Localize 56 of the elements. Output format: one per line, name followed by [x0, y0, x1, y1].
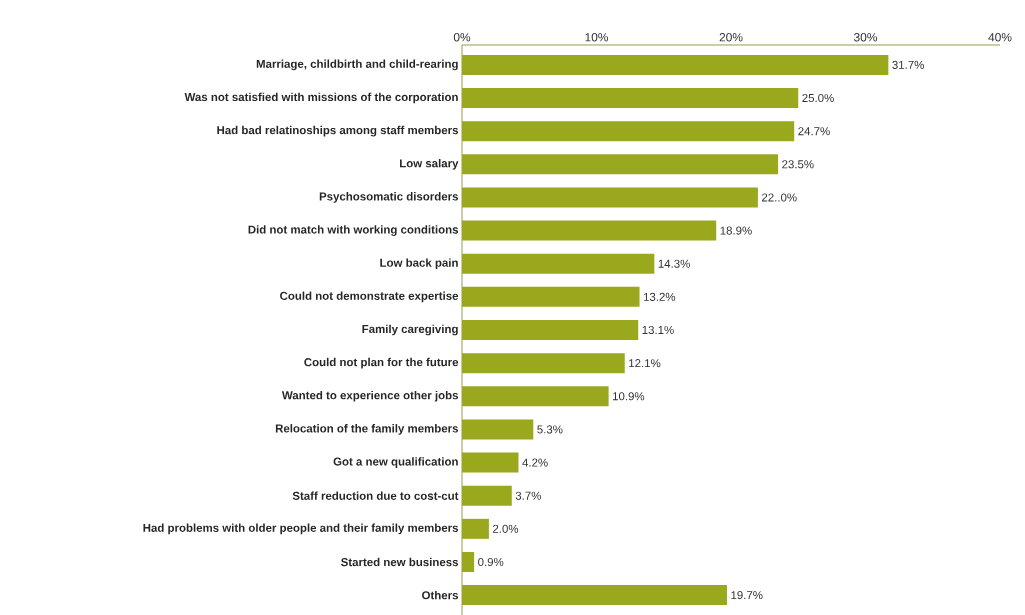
data-label: 24.7% — [798, 126, 830, 135]
data-label: 19.7% — [731, 590, 763, 599]
data-label: 12.1% — [629, 358, 661, 367]
bar — [462, 485, 512, 506]
bar — [462, 352, 625, 373]
bar — [462, 253, 655, 274]
y-tick-label: Could not plan for the future — [304, 357, 459, 369]
y-tick-label: Started new business — [341, 557, 459, 566]
data-label: 18.9% — [720, 226, 752, 235]
bar — [462, 518, 489, 539]
data-label: 0.9% — [478, 557, 504, 566]
data-label: 4.2% — [522, 458, 548, 467]
data-label: 25.0% — [802, 93, 834, 102]
bar — [462, 419, 534, 440]
bar — [462, 286, 640, 307]
y-tick-label: Could not demonstrate expertise — [280, 291, 459, 303]
y-tick-label: Got a new qualification — [333, 457, 458, 468]
y-tick-label: Did not match with working conditions — [248, 225, 459, 236]
x-tick-label: 40% — [988, 32, 1012, 42]
bar — [462, 386, 609, 407]
data-label: 31.7% — [892, 60, 924, 69]
data-label: 14.3% — [658, 259, 690, 268]
data-label: 13.1% — [642, 325, 674, 334]
bar — [462, 87, 799, 108]
y-tick-label: Had problems with older people and their family members — [143, 523, 459, 534]
y-tick-label: Wanted to experience other jobs — [281, 390, 459, 402]
data-label: 13.2% — [643, 292, 676, 301]
bar — [462, 154, 779, 175]
x-tick-label: 20% — [719, 32, 743, 42]
data-label: 3.7% — [515, 491, 541, 500]
bar — [462, 551, 475, 572]
y-tick-label: Marriage, childbirth and child-rearing — [256, 59, 458, 71]
data-label: 10.9% — [613, 392, 645, 401]
y-tick-label: Low back pain — [380, 258, 458, 269]
data-label: 2.0% — [493, 524, 519, 533]
x-tick-label: 30% — [853, 32, 878, 42]
bar — [462, 54, 889, 75]
y-tick-label: Staff reduction due to cost-cut — [292, 491, 459, 500]
y-tick-label: Low salary — [400, 158, 459, 170]
bar — [462, 452, 519, 473]
bar — [462, 220, 717, 241]
data-label: 5.3% — [537, 425, 563, 434]
y-tick-label: Psychosomatic disorders — [319, 191, 458, 203]
y-tick-label: Relocation of the family members — [275, 423, 459, 435]
bar — [462, 187, 758, 208]
y-tick-label: Was not satisfied with missions of the corporation — [184, 92, 458, 104]
x-tick-label: 0% — [453, 32, 471, 42]
data-label: 22..0% — [762, 193, 797, 202]
bar — [462, 584, 727, 605]
y-tick-label: Others — [422, 590, 459, 600]
y-tick-label: Had bad relatinoships among staff members — [217, 125, 459, 137]
y-tick-label: Family caregiving — [362, 324, 458, 336]
bar — [462, 319, 639, 340]
x-tick-label: 10% — [585, 32, 609, 42]
bar — [462, 120, 795, 141]
data-label: 23.5% — [782, 160, 814, 169]
